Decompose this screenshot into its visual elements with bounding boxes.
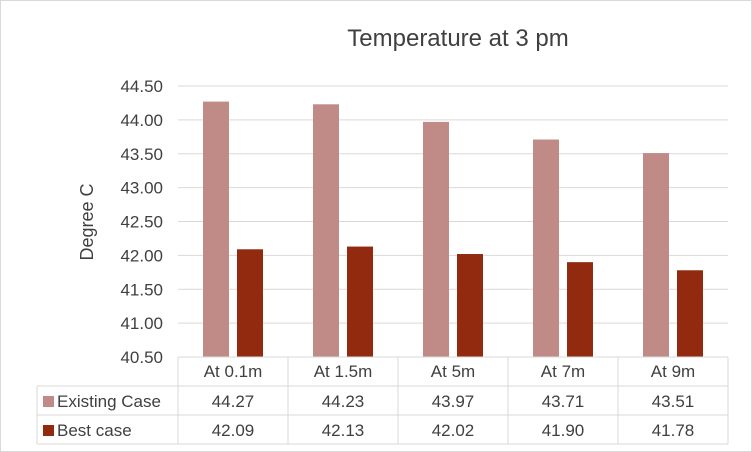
data-label: 43.51 <box>652 392 695 411</box>
data-label: 43.71 <box>542 392 585 411</box>
y-tick-label: 42.50 <box>120 213 163 232</box>
data-label: 42.09 <box>212 421 255 440</box>
grid-lines <box>178 85 728 358</box>
y-tick-label: 43.50 <box>120 145 163 164</box>
y-tick-label: 40.50 <box>120 348 163 367</box>
legend-entry: Best case <box>57 421 132 440</box>
y-axis-ticks: 40.50 41.00 41.50 42.00 42.50 43.00 43.50 44.00… <box>120 77 163 367</box>
data-label: 43.97 <box>432 392 475 411</box>
bar-best-case <box>677 270 703 357</box>
bar-existing-case <box>423 121 449 357</box>
bar-existing-case <box>203 101 229 358</box>
y-tick-label: 42.00 <box>120 246 163 265</box>
bar-best-case <box>567 262 593 357</box>
x-tick-label: At 9m <box>651 362 695 381</box>
y-axis-label: Degree C <box>77 183 97 260</box>
bar-existing-case <box>643 153 669 357</box>
x-tick-label: At 7m <box>541 362 585 381</box>
y-tick-label: 44.50 <box>120 77 163 96</box>
bar-best-case <box>457 254 483 357</box>
y-tick-label: 43.00 <box>120 179 163 198</box>
bars <box>203 101 703 358</box>
legend-entry: Existing Case <box>57 392 161 411</box>
bar-existing-case <box>313 104 339 357</box>
y-tick-label: 41.00 <box>120 314 163 333</box>
legend-swatch <box>43 396 54 407</box>
data-label: 41.90 <box>542 421 585 440</box>
legend-swatch <box>43 425 54 436</box>
y-tick-label: 41.50 <box>120 280 163 299</box>
y-tick-label: 44.00 <box>120 111 163 130</box>
bar-best-case <box>237 249 263 357</box>
bar-best-case <box>347 246 373 357</box>
data-label: 42.13 <box>322 421 365 440</box>
data-label: 44.27 <box>212 392 255 411</box>
x-tick-label: At 1.5m <box>314 362 373 381</box>
data-label: 42.02 <box>432 421 475 440</box>
data-label: 41.78 <box>652 421 695 440</box>
data-label: 44.23 <box>322 392 365 411</box>
x-tick-label: At 5m <box>431 362 475 381</box>
data-table: At 0.1m At 1.5m At 5m At 7m At 9m Existing Ca… <box>36 356 729 445</box>
chart-title: Temperature at 3 pm <box>347 25 568 52</box>
bar-existing-case <box>533 139 559 357</box>
x-tick-label: At 0.1m <box>204 362 263 381</box>
